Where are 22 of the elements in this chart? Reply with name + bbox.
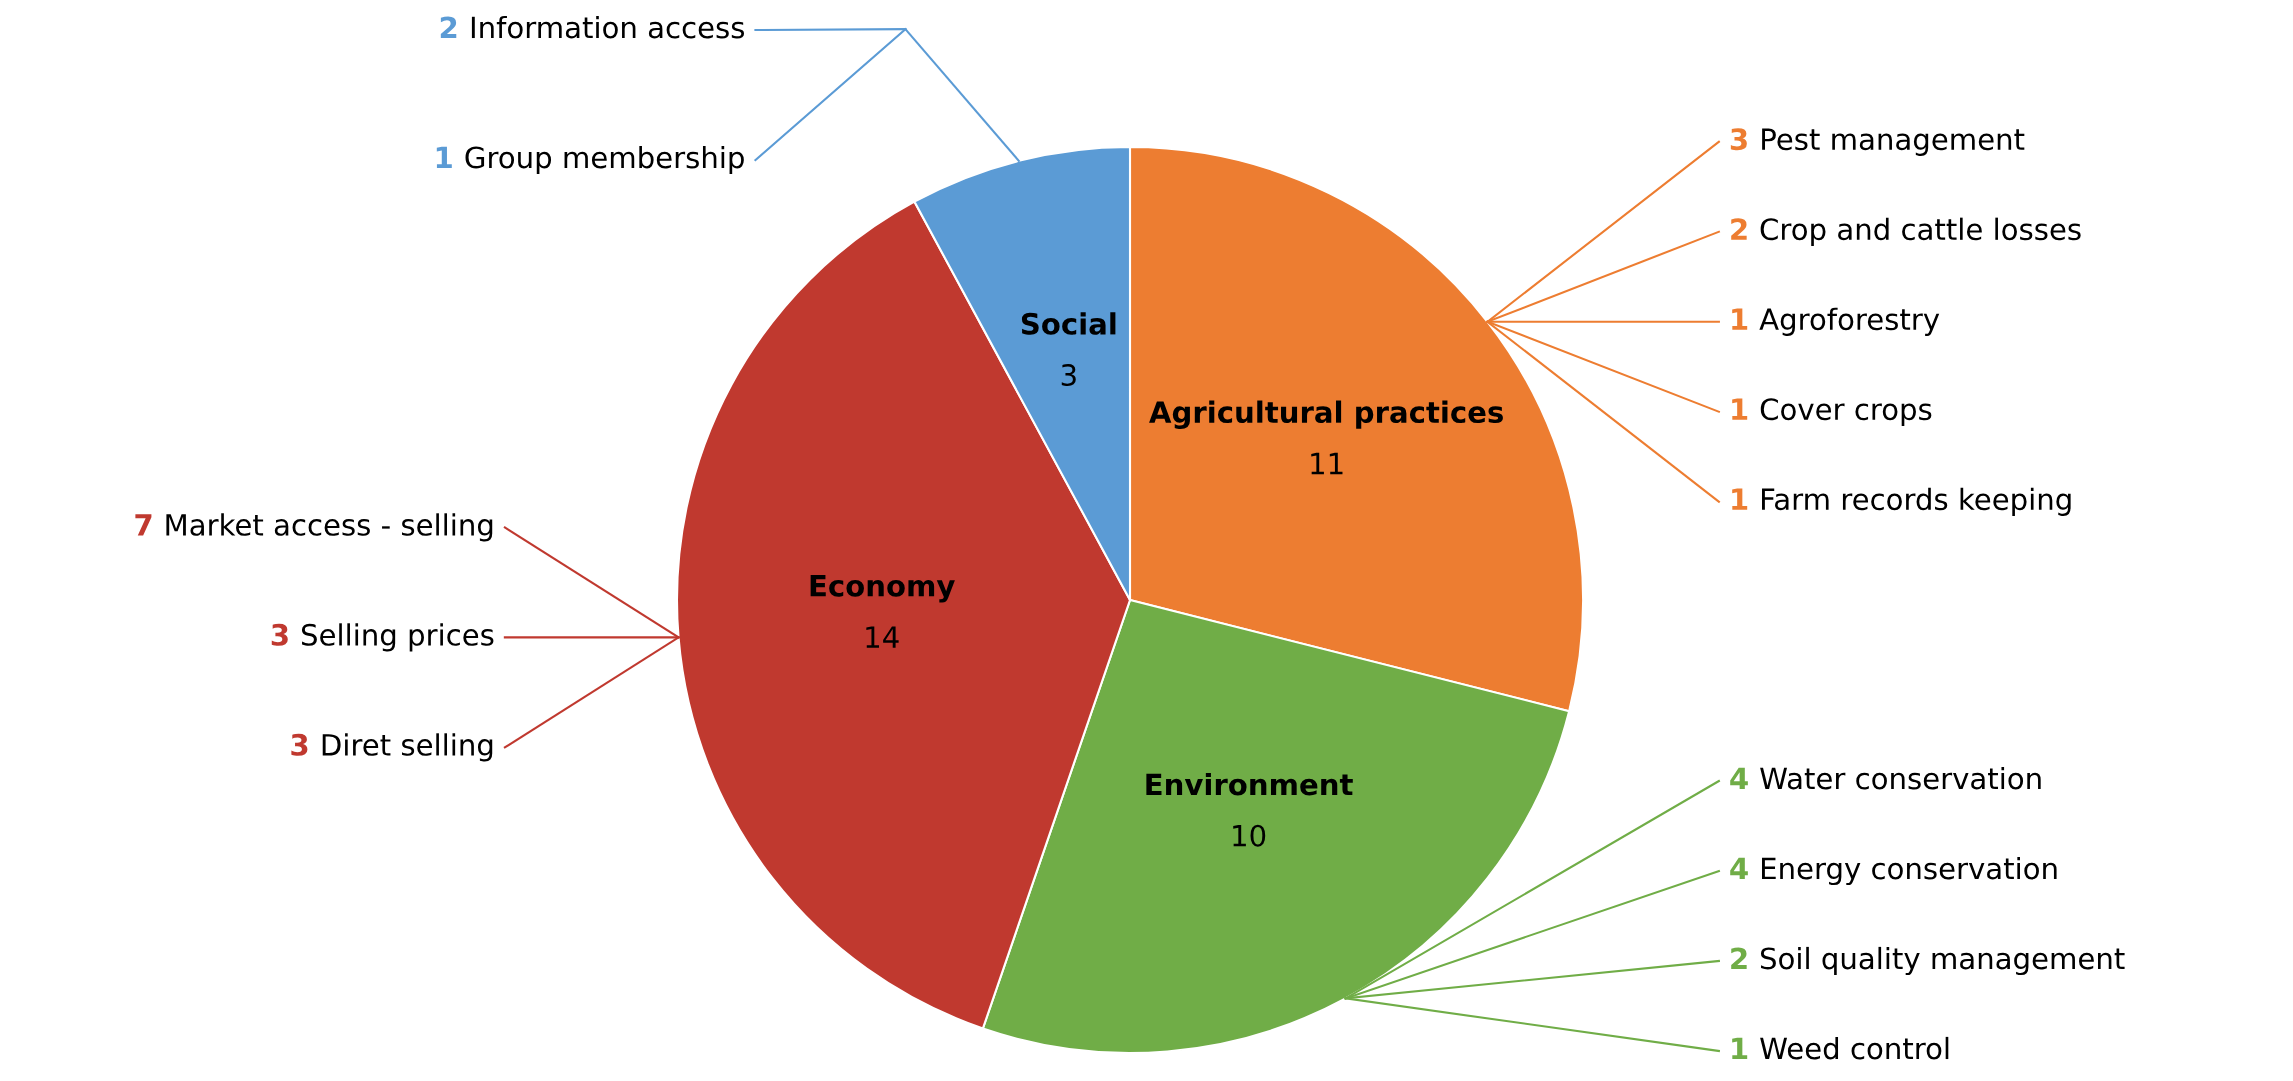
text: 2 Crop and cattle losses (1731, 217, 2081, 246)
data-label: 14 (866, 626, 899, 648)
slice-label: Economy (810, 575, 955, 603)
data-label: 11 (1311, 452, 1343, 475)
text: 1 Farm records keeping (1732, 487, 2071, 516)
text: 2 Information access (440, 15, 745, 39)
text: 4 Energy conservation (1730, 856, 2057, 886)
text: 1 Weed control (1732, 1036, 1949, 1060)
slice-label: Social (1021, 312, 1116, 335)
text: 4 Water conservation (1730, 766, 2041, 790)
data-label: 3 (1061, 363, 1076, 387)
text: 3 Selling prices (271, 623, 494, 652)
data-label: 10 (1233, 824, 1266, 847)
slice-label: Environment (1146, 772, 1353, 796)
text: 2 Soil quality management (1731, 946, 2125, 976)
text: 1 Group membership (436, 145, 744, 175)
slice-label: Agricultural practices (1149, 400, 1503, 429)
text: 7 Market access - selling (135, 513, 493, 542)
text: 1 Cover crops (1732, 398, 1932, 426)
text: 3 Diret selling (291, 733, 493, 762)
text: 3 Pest management (1730, 128, 2025, 156)
text: 1 Agroforestry (1732, 307, 1940, 336)
